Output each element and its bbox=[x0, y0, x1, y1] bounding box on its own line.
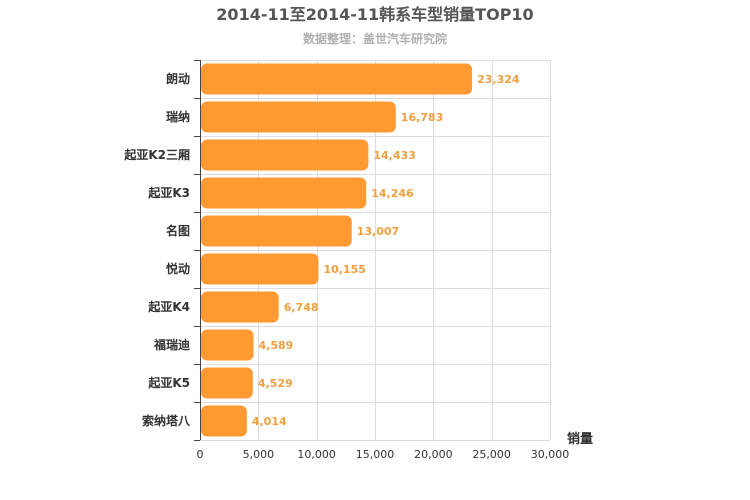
bar bbox=[201, 101, 396, 133]
category-label: 起亚K4 bbox=[147, 299, 190, 314]
category-label: 索纳塔八 bbox=[142, 413, 191, 428]
category-label: 瑞纳 bbox=[166, 109, 190, 124]
bar bbox=[201, 291, 279, 323]
bar bbox=[201, 329, 254, 361]
x-tick-label: 5,000 bbox=[243, 448, 275, 461]
data-label: 4,529 bbox=[258, 377, 293, 390]
value-labels: 23,324 16,783 14,433 14,246 13,007 10,155 6,74… bbox=[252, 73, 520, 428]
data-label: 16,783 bbox=[401, 111, 443, 124]
bar bbox=[201, 253, 319, 285]
data-label: 10,155 bbox=[323, 263, 365, 276]
category-label: 起亚K5 bbox=[147, 375, 190, 390]
bar bbox=[201, 367, 253, 399]
data-label: 14,246 bbox=[371, 187, 414, 200]
data-label: 23,324 bbox=[477, 73, 520, 86]
chart-subtitle: 数据整理：盖世汽车研究院 bbox=[303, 31, 447, 46]
data-label: 14,433 bbox=[373, 149, 415, 162]
category-label: 名图 bbox=[166, 223, 190, 238]
x-axis-ticks: 0 5,000 10,000 15,000 20,000 25,000 30,000 bbox=[197, 448, 570, 461]
x-tick-label: 10,000 bbox=[297, 448, 336, 461]
x-tick-label: 15,000 bbox=[356, 448, 395, 461]
category-label: 起亚K3 bbox=[147, 185, 190, 200]
data-label: 4,014 bbox=[252, 415, 287, 428]
chart-title: 2014-11至2014-11韩系车型销量TOP10 bbox=[216, 5, 533, 24]
x-axis-title: 销量 bbox=[567, 431, 593, 447]
x-tick-label: 0 bbox=[197, 448, 204, 461]
x-tick-label: 25,000 bbox=[472, 448, 511, 461]
x-tick-label: 30,000 bbox=[531, 448, 570, 461]
category-label: 悦动 bbox=[166, 261, 190, 276]
data-label: 6,748 bbox=[284, 301, 319, 314]
category-label: 福瑞迪 bbox=[153, 337, 190, 352]
bars bbox=[201, 63, 473, 437]
bar bbox=[201, 63, 473, 95]
grid-lines bbox=[194, 60, 551, 441]
category-label: 朗动 bbox=[166, 71, 190, 86]
category-label: 起亚K2三厢 bbox=[123, 147, 190, 162]
bar bbox=[201, 139, 369, 171]
data-label: 4,589 bbox=[259, 339, 294, 352]
data-label: 13,007 bbox=[357, 225, 399, 238]
x-tick-label: 20,000 bbox=[414, 448, 453, 461]
bar bbox=[201, 405, 247, 437]
bar bbox=[201, 177, 367, 209]
bar bbox=[201, 215, 352, 247]
